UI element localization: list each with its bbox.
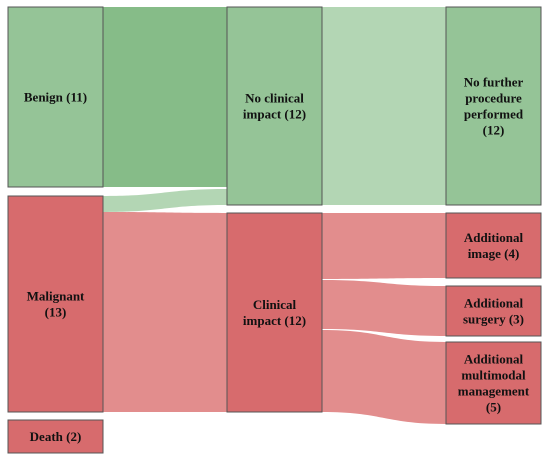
node-clinical-label-line: impact (12) bbox=[243, 313, 306, 328]
node-add_surgery-label-line: surgery (3) bbox=[463, 312, 524, 327]
node-death: Death (2) bbox=[7, 419, 104, 454]
node-no_further-label: No further procedure performed (12) bbox=[464, 75, 524, 138]
link-benign-to-no_clinical bbox=[103, 7, 227, 187]
node-no_further-box bbox=[445, 6, 542, 206]
node-clinical: Clinical impact (12) bbox=[226, 212, 323, 413]
node-benign-label: Benign (11) bbox=[24, 90, 87, 105]
node-no_clinical-label: No clinical impact (12) bbox=[243, 91, 306, 122]
node-add_multimodal-label-line: multimodal bbox=[461, 368, 526, 383]
node-no_further: No further procedure performed (12) bbox=[445, 6, 542, 206]
node-add_surgery: Additional surgery (3) bbox=[445, 285, 542, 337]
node-add_surgery-label-line: Additional bbox=[464, 296, 524, 311]
node-no_further-label-line: performed bbox=[464, 107, 524, 122]
link-malignant-to-no_clinical bbox=[103, 189, 227, 212]
node-no_further-label-line: No further bbox=[464, 75, 524, 90]
node-death-label-line: Death (2) bbox=[30, 429, 82, 444]
node-death-box bbox=[7, 419, 104, 454]
link-no_clinical-to-no_further bbox=[322, 7, 446, 205]
link-malignant-to-clinical bbox=[103, 212, 227, 412]
node-no_clinical-label-line: No clinical bbox=[245, 91, 304, 106]
node-add_image: Additional image (4) bbox=[445, 212, 542, 279]
node-add_multimodal-label-line: management bbox=[458, 384, 530, 399]
node-add_multimodal-box bbox=[445, 341, 542, 425]
sankey-nodes: Benign (11) Malignant (13) Death (2) No clin… bbox=[7, 6, 542, 454]
node-add_multimodal: Additional multimodal management (5) bbox=[445, 341, 542, 425]
node-benign: Benign (11) bbox=[7, 6, 104, 188]
node-add_multimodal-label-line: Additional bbox=[464, 352, 524, 367]
node-add_image-box bbox=[445, 212, 542, 279]
node-benign-box bbox=[7, 6, 104, 188]
node-no_clinical-box bbox=[226, 6, 323, 206]
node-no_further-label-line: (12) bbox=[483, 123, 505, 138]
node-no_further-label-line: procedure bbox=[465, 91, 522, 106]
node-malignant-label: Malignant (13) bbox=[27, 289, 85, 320]
node-malignant: Malignant (13) bbox=[7, 195, 104, 413]
node-add_image-label-line: image (4) bbox=[468, 246, 520, 261]
sankey-links bbox=[103, 7, 446, 424]
node-add_surgery-box bbox=[445, 285, 542, 337]
node-add_image-label-line: Additional bbox=[464, 230, 524, 245]
node-clinical-label-line: Clinical bbox=[253, 297, 297, 312]
node-malignant-label-line: Malignant bbox=[27, 289, 85, 304]
node-clinical-box bbox=[226, 212, 323, 413]
link-clinical-to-add_multimodal bbox=[322, 330, 446, 424]
node-malignant-box bbox=[7, 195, 104, 413]
node-clinical-label: Clinical impact (12) bbox=[243, 297, 306, 328]
node-add_multimodal-label: Additional multimodal management (5) bbox=[458, 352, 530, 415]
link-clinical-to-add_surgery bbox=[322, 280, 446, 336]
node-benign-label-line: Benign (11) bbox=[24, 90, 87, 105]
node-death-label: Death (2) bbox=[30, 429, 82, 444]
node-no_clinical-label-line: impact (12) bbox=[243, 107, 306, 122]
node-add_image-label: Additional image (4) bbox=[464, 230, 524, 261]
link-clinical-to-add_image bbox=[322, 213, 446, 279]
node-add_multimodal-label-line: (5) bbox=[486, 400, 501, 415]
node-no_clinical: No clinical impact (12) bbox=[226, 6, 323, 206]
node-add_surgery-label: Additional surgery (3) bbox=[463, 296, 524, 327]
node-malignant-label-line: (13) bbox=[45, 305, 67, 320]
